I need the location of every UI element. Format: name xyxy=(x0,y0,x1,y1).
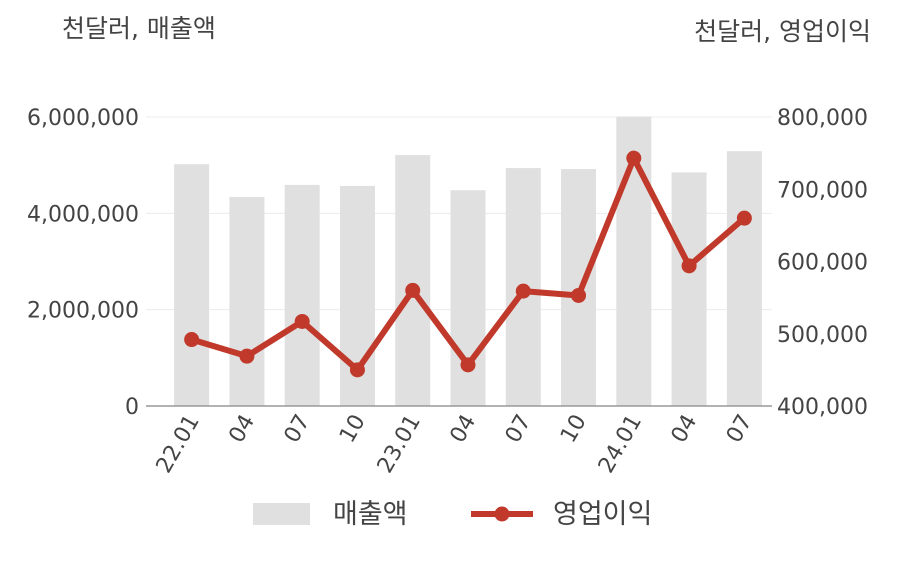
right-tick-label: 600,000 xyxy=(777,251,868,276)
right-tick-label: 500,000 xyxy=(777,323,868,348)
right-tick-label: 400,000 xyxy=(777,395,868,420)
x-tick-label: 22.01 xyxy=(152,411,205,478)
point-operating-profit xyxy=(294,313,310,329)
x-tick-label: 07 xyxy=(280,411,316,448)
left-axis-ticks: 0 2,000,000 4,000,000 6,000,000 xyxy=(27,106,139,420)
point-operating-profit xyxy=(405,282,421,298)
legend: 매출액 영업이익 xyxy=(253,499,652,530)
right-axis-unit-label: 천달러, 영업이익 xyxy=(694,17,871,46)
left-tick-label: 6,000,000 xyxy=(27,106,139,131)
legend-label-revenue: 매출액 xyxy=(333,499,408,530)
x-tick-label: 24.01 xyxy=(594,411,647,478)
operating-profit-line xyxy=(184,150,752,378)
bar-revenue xyxy=(671,172,707,406)
legend-swatch-profit-marker xyxy=(494,506,510,522)
point-operating-profit xyxy=(239,348,255,364)
x-axis-ticks: 22.01 04 07 10 23.01 04 07 10 24.01 04 07 xyxy=(152,411,758,478)
right-axis-ticks: 400,000 500,000 600,000 700,000 800,000 xyxy=(777,106,868,420)
bar-revenue xyxy=(450,190,486,406)
x-tick-label: 10 xyxy=(556,411,592,448)
x-tick-label: 23.01 xyxy=(373,411,426,478)
left-axis-unit-label: 천달러, 매출액 xyxy=(62,14,216,43)
right-tick-label: 700,000 xyxy=(777,178,868,203)
x-tick-label: 04 xyxy=(224,411,260,448)
bar-revenue xyxy=(726,151,762,406)
left-tick-label: 4,000,000 xyxy=(27,202,139,227)
point-operating-profit xyxy=(736,210,752,226)
legend-label-profit: 영업이익 xyxy=(553,499,652,530)
left-tick-label: 0 xyxy=(125,395,139,420)
point-operating-profit xyxy=(681,258,697,274)
left-tick-label: 2,000,000 xyxy=(27,299,139,324)
point-operating-profit xyxy=(571,287,587,303)
point-operating-profit xyxy=(349,362,365,378)
point-operating-profit xyxy=(626,150,642,166)
bar-revenue xyxy=(229,196,265,406)
right-tick-label: 800,000 xyxy=(777,106,868,131)
bar-revenue xyxy=(174,164,210,406)
point-operating-profit xyxy=(515,283,531,299)
x-tick-label: 04 xyxy=(446,411,482,448)
legend-swatch-revenue xyxy=(253,503,310,525)
x-tick-label: 10 xyxy=(335,411,371,448)
x-tick-label: 07 xyxy=(501,411,537,448)
bar-revenue xyxy=(395,155,431,406)
point-operating-profit xyxy=(184,332,200,348)
point-operating-profit xyxy=(460,357,476,373)
x-tick-label: 04 xyxy=(667,411,703,448)
bar-revenue xyxy=(284,184,320,406)
x-tick-label: 07 xyxy=(722,411,758,448)
